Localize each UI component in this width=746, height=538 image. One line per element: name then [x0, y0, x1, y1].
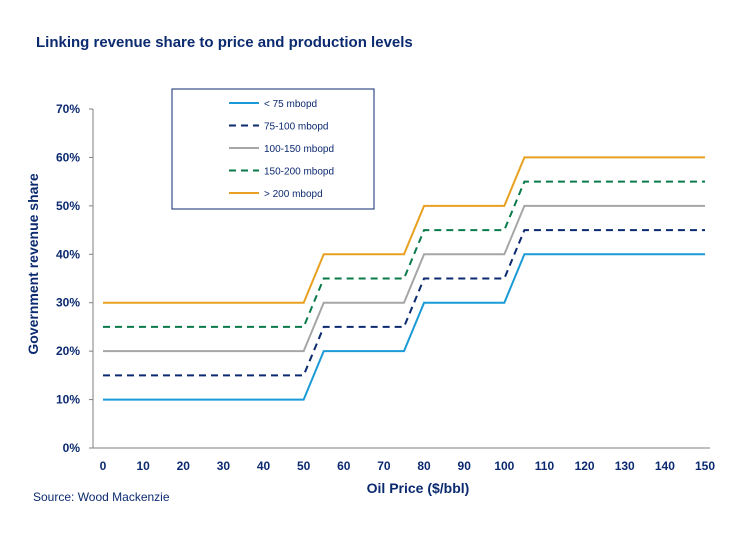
- axes: [92, 109, 710, 449]
- x-tick-label: 120: [575, 459, 595, 473]
- x-tick-label: 130: [615, 459, 635, 473]
- x-axis-label: Oil Price ($/bbl): [367, 480, 470, 496]
- legend: < 75 mbopd 75-100 mbopd 100-150 mbopd 150-2…: [171, 88, 375, 210]
- x-tick-labels: 0 10 20 30 40 50 60 70 80 90 100 110 120 130 140 150: [100, 459, 716, 473]
- x-tick-label: 110: [535, 459, 555, 473]
- y-tick-labels: 0% 10% 20% 30% 40% 50% 60% 70%: [56, 102, 93, 455]
- x-tick-label: 40: [257, 459, 271, 473]
- legend-label: < 75 mbopd: [264, 99, 317, 110]
- y-axis-label: Government revenue share: [25, 173, 41, 355]
- legend-box: [171, 88, 375, 210]
- y-tick-label: 20%: [56, 344, 80, 358]
- source-note: Source: Wood Mackenzie: [33, 490, 170, 504]
- y-tick-label: 10%: [56, 393, 80, 407]
- x-tick-label: 100: [494, 459, 514, 473]
- y-tick-label: 30%: [56, 296, 80, 310]
- x-tick-label: 70: [377, 459, 391, 473]
- x-tick-label: 10: [136, 459, 150, 473]
- x-tick-label: 60: [337, 459, 351, 473]
- series-line-4: [103, 180, 705, 328]
- series-line-2: [103, 229, 705, 377]
- y-tick-label: 70%: [56, 102, 80, 116]
- legend-label: 100-150 mbopd: [264, 144, 334, 155]
- x-tick-label: 80: [417, 459, 431, 473]
- series-line-3: [103, 204, 705, 353]
- legend-label: 150-200 mbopd: [264, 167, 334, 178]
- y-tick-label: 60%: [56, 150, 80, 164]
- series-lines: [103, 156, 705, 401]
- y-tick-label: 0%: [63, 441, 81, 455]
- chart-title: Linking revenue share to price and produ…: [36, 34, 413, 51]
- legend-label: 75-100 mbopd: [264, 122, 329, 133]
- x-tick-label: 150: [695, 459, 715, 473]
- y-tick-label: 50%: [56, 199, 80, 213]
- x-tick-label: 90: [458, 459, 472, 473]
- y-tick-label: 40%: [56, 247, 80, 261]
- x-tick-label: 30: [217, 459, 231, 473]
- x-tick-label: 140: [655, 459, 675, 473]
- x-tick-label: 50: [297, 459, 311, 473]
- series-line-1: [103, 253, 705, 401]
- series-line-5: [103, 156, 705, 304]
- x-tick-label: 20: [177, 459, 191, 473]
- legend-label: > 200 mbopd: [264, 189, 323, 200]
- x-tick-label: 0: [100, 459, 107, 473]
